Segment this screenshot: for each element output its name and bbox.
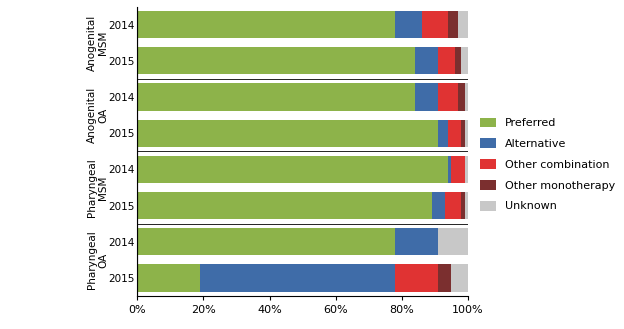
Bar (461, 120, 465, 147)
Bar (395, 11, 422, 38)
Bar (452, 265, 468, 291)
Bar (438, 47, 455, 74)
Bar (448, 120, 461, 147)
Bar (448, 11, 458, 38)
Bar (137, 120, 438, 147)
Bar (455, 47, 461, 74)
Bar (448, 156, 451, 183)
Bar (422, 11, 448, 38)
Bar (438, 120, 448, 147)
Bar (458, 84, 465, 111)
Text: Anogenital
MSM: Anogenital MSM (87, 15, 109, 71)
Text: Anogenital
OA: Anogenital OA (87, 87, 109, 143)
Bar (438, 228, 468, 255)
Bar (438, 265, 452, 291)
Bar (458, 11, 468, 38)
Bar (200, 265, 395, 291)
Text: Pharyngeal
MSM: Pharyngeal MSM (87, 158, 109, 217)
Bar (465, 156, 468, 183)
Bar (137, 156, 448, 183)
Legend: Preferred, Alternative, Other combination, Other monotherapy, Unknown: Preferred, Alternative, Other combinatio… (480, 117, 616, 212)
Bar (395, 265, 438, 291)
Bar (137, 11, 395, 38)
Bar (461, 192, 465, 219)
Bar (137, 47, 415, 74)
Bar (395, 228, 438, 255)
Bar (137, 265, 200, 291)
Bar (415, 47, 438, 74)
Bar (465, 192, 468, 219)
Bar (461, 47, 468, 74)
Bar (465, 84, 468, 111)
Text: Pharyngeal
OA: Pharyngeal OA (87, 231, 109, 289)
Bar (438, 84, 458, 111)
Bar (137, 192, 432, 219)
Bar (137, 84, 415, 111)
Bar (415, 84, 438, 111)
Bar (452, 156, 465, 183)
Bar (137, 228, 395, 255)
Bar (432, 192, 445, 219)
Bar (465, 120, 468, 147)
Bar (445, 192, 461, 219)
